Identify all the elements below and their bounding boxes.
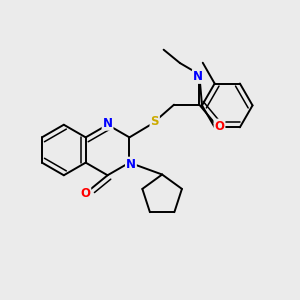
Text: N: N [126,158,136,171]
Text: O: O [80,188,90,200]
Text: S: S [151,115,159,128]
Text: O: O [214,120,224,133]
Text: N: N [193,70,203,83]
Text: N: N [103,117,112,130]
